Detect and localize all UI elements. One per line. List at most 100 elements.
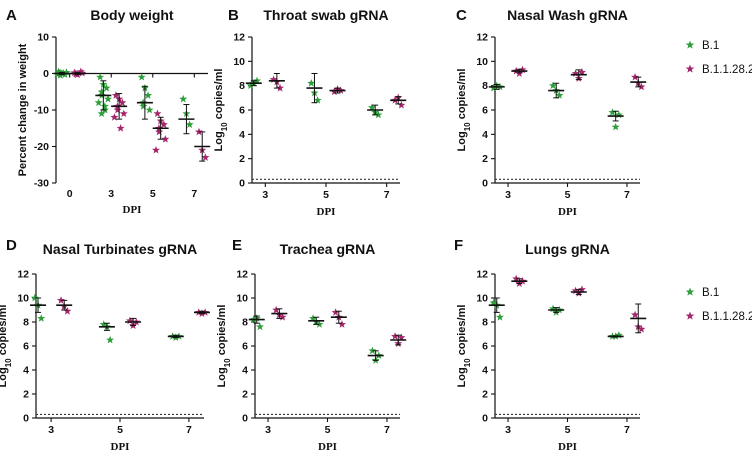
panel-f: F Lungs gRNA 0 2 4 6 8 10 12 3 5 7 DPI Log10 copies/m…: [454, 237, 647, 453]
y-tick-label: 6: [23, 341, 29, 353]
y-tick-label: 0: [482, 178, 488, 190]
panel-title: Body weight: [90, 7, 174, 23]
data-point: [151, 145, 160, 154]
panel-b: B Throat swab gRNA 0 2 4 6 8 10 12 3 5 7 DPI Log10 co…: [213, 7, 407, 218]
y-tick-label: 12: [233, 32, 245, 44]
panel-letter: E: [232, 237, 242, 254]
series-b1-1-28-2: [56, 296, 210, 329]
data-point: [367, 103, 376, 111]
y-tick-label: 10: [476, 293, 488, 305]
data-point: [110, 113, 119, 121]
data-point: [144, 91, 153, 99]
panel-letter: D: [6, 237, 17, 254]
y-tick-label: 2: [482, 389, 488, 401]
y-tick-label: 2: [23, 389, 29, 401]
data-point: [153, 109, 162, 118]
legend-label-b1: B.1: [702, 287, 719, 299]
y-tick-label: 6: [482, 105, 488, 117]
y-axis-label: Log10 copies/ml: [213, 69, 229, 152]
data-point: [549, 304, 557, 313]
data-point: [315, 320, 324, 328]
data-point: [608, 108, 617, 116]
data-point: [96, 72, 105, 81]
x-axis-label: DPI: [558, 206, 577, 218]
x-axis-label: DPI: [317, 206, 336, 218]
panel-letter: C: [456, 7, 467, 24]
data-point: [116, 124, 125, 132]
y-tick-label: -20: [34, 141, 49, 153]
panel-title: Nasal Turbinates gRNA: [43, 241, 198, 257]
y-tick-label: -10: [34, 105, 49, 117]
y-tick-label: 0: [23, 413, 29, 425]
panel-c: C Nasal Wash gRNA 0 2 4 6 8 10 12 3 5 7 DPI Log10 cop…: [456, 7, 647, 218]
data-point: [512, 274, 521, 283]
x-tick-label: 5: [117, 424, 123, 436]
data-point: [185, 120, 194, 128]
y-tick-label: 4: [482, 129, 488, 141]
series-b1: [488, 81, 624, 131]
data-point: [100, 102, 109, 110]
x-tick-label: 3: [48, 424, 54, 436]
data-point: [102, 83, 111, 92]
data-point: [137, 72, 146, 81]
legend-marker-b1: [685, 40, 695, 49]
x-axis-label: DPI: [558, 441, 577, 453]
x-tick-label: 7: [384, 189, 390, 201]
y-axis-label: Log10 copies/ml: [456, 305, 472, 388]
series-b1: [248, 314, 384, 364]
y-tick-label: 0: [239, 178, 245, 190]
data-point: [97, 109, 106, 118]
data-point: [614, 331, 623, 339]
x-tick-label: 5: [150, 188, 156, 200]
x-axis-label: DPI: [318, 441, 337, 453]
x-tick-label: 5: [323, 189, 329, 201]
data-point: [397, 100, 406, 109]
data-point: [495, 313, 504, 321]
data-point: [37, 314, 46, 322]
legend-bottom: B.1 B.1.1.28.2: [702, 287, 752, 323]
y-tick-label: 4: [482, 365, 488, 377]
data-point: [125, 316, 134, 325]
data-point: [278, 313, 287, 321]
data-point: [76, 67, 85, 76]
data-point: [578, 68, 586, 76]
series-b1: [488, 297, 624, 340]
data-point: [374, 110, 383, 119]
data-point: [272, 305, 281, 314]
y-tick-label: 8: [482, 80, 488, 92]
data-point: [106, 335, 115, 344]
y-tick-label: 4: [23, 365, 29, 377]
y-tick-label: 2: [242, 389, 248, 401]
series-b1-1-28-2: [69, 67, 211, 162]
y-tick-label: 10: [233, 56, 245, 68]
y-axis-label: Log10 copies/ml: [216, 305, 232, 388]
data-point: [139, 102, 148, 110]
x-tick-label: 3: [262, 189, 268, 201]
data-point: [99, 320, 108, 328]
x-tick-label: 5: [565, 189, 571, 201]
data-point: [179, 94, 188, 103]
data-point: [97, 87, 106, 96]
x-tick-label: 0: [67, 188, 73, 200]
data-point: [637, 325, 646, 333]
y-tick-label: 4: [242, 365, 248, 377]
data-point: [309, 314, 317, 322]
x-tick-label: 3: [505, 424, 511, 436]
x-tick-label: 7: [191, 188, 197, 200]
series-b1-1-28-2: [511, 274, 647, 334]
y-tick-label: 10: [476, 56, 488, 68]
data-point: [331, 308, 340, 316]
panel-title: Trachea gRNA: [280, 241, 376, 257]
data-point: [637, 82, 646, 91]
panel-e: E Trachea gRNA 0 2 4 6 8 10 12 3 5 7 DPI Log10 copies…: [216, 237, 407, 453]
data-point: [549, 81, 557, 90]
y-tick-label: 4: [239, 129, 245, 141]
y-tick-label: 6: [242, 341, 248, 353]
y-tick-label: 12: [476, 32, 488, 44]
y-tick-label: 0: [242, 413, 248, 425]
data-point: [195, 127, 204, 136]
data-point: [255, 322, 264, 331]
x-tick-label: 3: [265, 424, 271, 436]
data-point: [631, 72, 640, 81]
